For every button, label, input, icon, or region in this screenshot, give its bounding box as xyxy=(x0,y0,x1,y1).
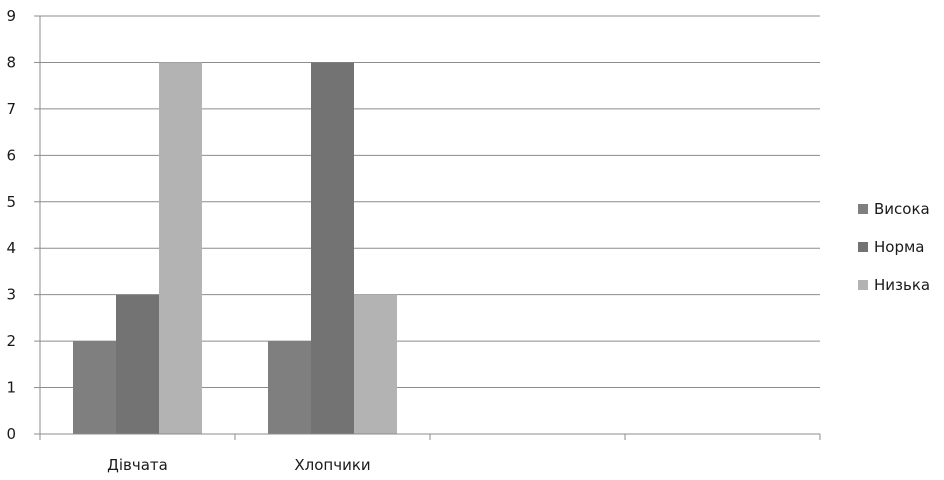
bar-3 xyxy=(354,294,397,434)
y-tick-label: 0 xyxy=(6,425,16,443)
bar-3 xyxy=(159,62,202,434)
legend-swatch xyxy=(858,280,868,290)
legend-label: Низька xyxy=(874,276,930,294)
y-tick-label: 7 xyxy=(6,100,16,118)
legend: Висока Норма Низька xyxy=(858,200,930,294)
y-axis: 0 1 2 3 4 5 6 7 8 9 xyxy=(6,7,41,443)
legend-swatch xyxy=(858,242,868,252)
bars xyxy=(73,62,397,434)
y-tick-label: 1 xyxy=(6,379,16,397)
legend-label: Висока xyxy=(874,200,930,218)
legend-swatch xyxy=(858,204,868,214)
y-tick-label: 9 xyxy=(6,7,16,25)
y-tick-label: 8 xyxy=(6,53,16,71)
category-label: Хлопчики xyxy=(294,456,370,474)
bar-1 xyxy=(268,341,311,434)
y-tick-label: 5 xyxy=(6,193,16,211)
legend-label: Норма xyxy=(874,238,925,256)
bar-2 xyxy=(116,294,159,434)
y-tick-label: 4 xyxy=(6,239,16,257)
y-tick-label: 2 xyxy=(6,332,16,350)
x-axis: Дівчата Хлопчики xyxy=(34,433,821,474)
y-tick-label: 3 xyxy=(6,286,16,304)
bar-2 xyxy=(311,62,354,434)
bar-1 xyxy=(73,341,116,434)
y-tick-label: 6 xyxy=(6,146,16,164)
category-label: Дівчата xyxy=(107,456,168,474)
